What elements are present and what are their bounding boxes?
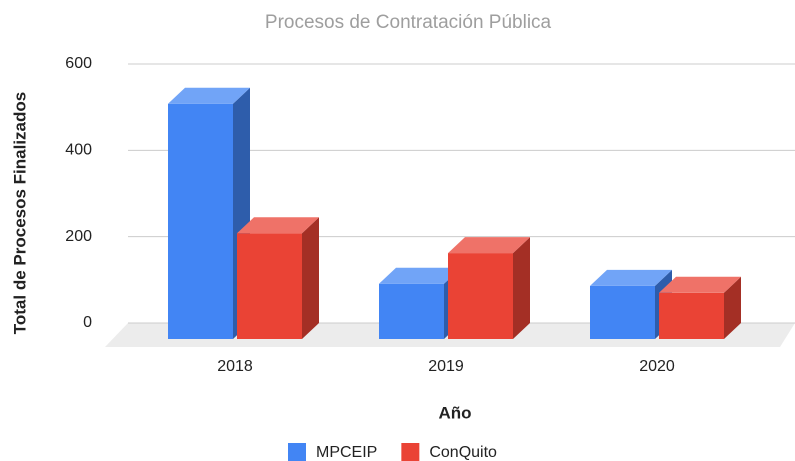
- x-tick-label: 2018: [217, 358, 253, 375]
- bar-top: [448, 237, 530, 254]
- legend-label: ConQuito: [429, 444, 497, 461]
- y-axis-title: Total de Procesos Finalizados: [10, 92, 29, 334]
- legend-swatch: [401, 443, 420, 461]
- bar-top: [590, 269, 672, 286]
- bar-front: [237, 233, 302, 339]
- bar-front: [168, 103, 233, 339]
- bar-side: [302, 217, 319, 339]
- bar-top: [379, 267, 461, 284]
- y-tick-label: 400: [65, 142, 92, 159]
- x-tick-label: 2019: [428, 358, 464, 375]
- bar: [448, 237, 530, 339]
- legend-swatch: [288, 443, 306, 461]
- bar: [237, 217, 319, 339]
- bar-side: [724, 276, 741, 339]
- chart-title: Procesos de Contratación Pública: [265, 12, 552, 33]
- legend-label: MPCEIP: [316, 444, 377, 461]
- y-tick-label: 600: [65, 55, 92, 72]
- bar-front: [659, 292, 724, 339]
- x-axis-title: Año: [438, 403, 471, 422]
- bar-front: [448, 253, 513, 339]
- bar-front: [590, 285, 655, 339]
- bar-side: [513, 237, 530, 339]
- x-tick-label: 2020: [639, 358, 675, 375]
- bar: [659, 276, 741, 339]
- bar-top: [237, 217, 319, 234]
- y-tick-label: 0: [83, 314, 92, 331]
- bar-front: [379, 283, 444, 339]
- bar-top: [659, 276, 741, 293]
- bar-top: [168, 87, 250, 104]
- y-tick-label: 200: [65, 228, 92, 245]
